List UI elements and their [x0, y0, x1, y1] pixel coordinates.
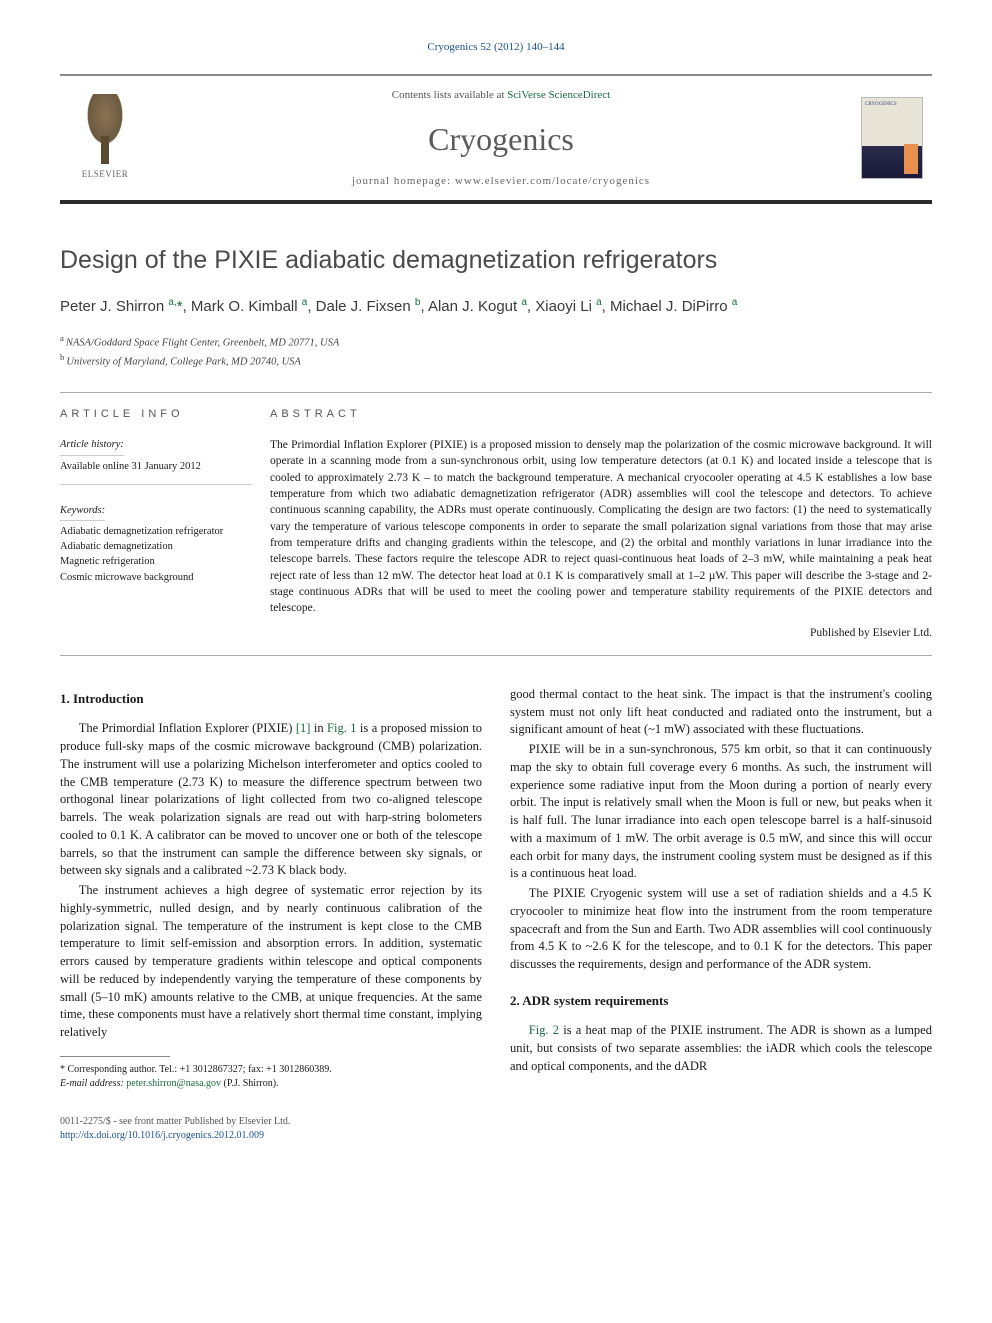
doi-value[interactable]: 10.1016/j.cryogenics.2012.01.009 — [128, 1130, 264, 1141]
elsevier-logo: ELSEVIER — [60, 76, 150, 200]
abstract-publisher-line: Published by Elsevier Ltd. — [270, 625, 932, 641]
authors-line: Peter J. Shirron a,*, Mark O. Kimball a,… — [60, 296, 932, 318]
journal-cover-icon — [861, 97, 923, 179]
affiliations: aNASA/Goddard Space Flight Center, Green… — [60, 332, 932, 371]
article-info-header: ARTICLE INFO — [60, 407, 252, 423]
corr-email-link[interactable]: peter.shirron@nasa.gov — [126, 1078, 221, 1089]
email-who: (P.J. Shirron). — [221, 1078, 279, 1089]
elsevier-label: ELSEVIER — [82, 168, 129, 181]
contents-prefix: Contents lists available at — [392, 89, 507, 101]
issn-line: 0011-2275/$ - see front matter Published… — [60, 1115, 932, 1129]
keywords-block: Keywords: Adiabatic demagnetization refr… — [60, 503, 252, 585]
corresponding-footnote: * Corresponding author. Tel.: +1 3012867… — [60, 1063, 482, 1091]
history-label: Article history: — [60, 437, 124, 455]
doi-url-prefix[interactable]: http://dx.doi.org/ — [60, 1130, 128, 1141]
keyword-3: Cosmic microwave background — [60, 570, 252, 585]
header-center: Contents lists available at SciVerse Sci… — [150, 76, 852, 200]
s2-p1-text: is a heat map of the PIXIE instrument. T… — [510, 1023, 932, 1073]
corr-email-line: E-mail address: peter.shirron@nasa.gov (… — [60, 1077, 482, 1091]
homepage-url[interactable]: www.elsevier.com/locate/cryogenics — [455, 175, 650, 187]
article-info: ARTICLE INFO Article history: Available … — [60, 393, 270, 655]
affiliation-a-text: NASA/Goddard Space Flight Center, Greenb… — [66, 337, 339, 348]
body-columns: 1. Introduction The Primordial Inflation… — [60, 686, 932, 1091]
doi-line: http://dx.doi.org/10.1016/j.cryogenics.2… — [60, 1129, 932, 1143]
abstract-text: The Primordial Inflation Explorer (PIXIE… — [270, 437, 932, 617]
abstract: ABSTRACT The Primordial Inflation Explor… — [270, 393, 932, 655]
affiliation-b-text: University of Maryland, College Park, MD… — [66, 357, 300, 368]
s1-p3: PIXIE will be in a sun-synchronous, 575 … — [510, 741, 932, 883]
citation-line: Cryogenics 52 (2012) 140–144 — [60, 40, 932, 56]
fig-1-link[interactable]: Fig. 1 — [327, 721, 356, 735]
sciencedirect-link[interactable]: SciVerse ScienceDirect — [507, 89, 610, 101]
homepage-label: journal homepage: — [352, 175, 455, 187]
keyword-2: Magnetic refrigeration — [60, 554, 252, 569]
s1-p4: The PIXIE Cryogenic system will use a se… — [510, 885, 932, 974]
s1-p1-b: in — [310, 721, 327, 735]
ref-1-link[interactable]: [1] — [296, 721, 311, 735]
s1-p2: The instrument achieves a high degree of… — [60, 882, 482, 1042]
section-2-heading: 2. ADR system requirements — [510, 992, 932, 1010]
journal-cover-thumb — [852, 76, 932, 200]
info-abstract-row: ARTICLE INFO Article history: Available … — [60, 392, 932, 656]
history-value: Available online 31 January 2012 — [60, 461, 201, 472]
footnote-rule — [60, 1056, 170, 1057]
page-footer: 0011-2275/$ - see front matter Published… — [60, 1115, 932, 1143]
article-history: Article history: Available online 31 Jan… — [60, 437, 252, 484]
affiliation-a: aNASA/Goddard Space Flight Center, Green… — [60, 332, 932, 351]
fig-2-link[interactable]: Fig. 2 — [529, 1023, 559, 1037]
affiliation-b: bUniversity of Maryland, College Park, M… — [60, 351, 932, 370]
s1-p2b: good thermal contact to the heat sink. T… — [510, 686, 932, 739]
s1-p1-a: The Primordial Inflation Explorer (PIXIE… — [79, 721, 296, 735]
contents-available-line: Contents lists available at SciVerse Sci… — [392, 88, 610, 104]
keyword-0: Adiabatic demagnetization refrigerator — [60, 524, 252, 539]
keywords-label: Keywords: — [60, 503, 105, 521]
section-1-heading: 1. Introduction — [60, 690, 482, 708]
journal-name: Cryogenics — [428, 116, 574, 162]
elsevier-tree-icon — [75, 94, 135, 164]
article-title: Design of the PIXIE adiabatic demagnetiz… — [60, 242, 932, 278]
email-label: E-mail address: — [60, 1078, 126, 1089]
s2-p1: Fig. 2 is a heat map of the PIXIE instru… — [510, 1022, 932, 1075]
s1-p1: The Primordial Inflation Explorer (PIXIE… — [60, 720, 482, 880]
corr-author-line: * Corresponding author. Tel.: +1 3012867… — [60, 1063, 482, 1077]
abstract-header: ABSTRACT — [270, 407, 932, 423]
journal-header: ELSEVIER Contents lists available at Sci… — [60, 74, 932, 204]
journal-homepage-line: journal homepage: www.elsevier.com/locat… — [352, 174, 650, 190]
keyword-1: Adiabatic demagnetization — [60, 539, 252, 554]
s1-p1-c: is a proposed mission to produce full-sk… — [60, 721, 482, 877]
